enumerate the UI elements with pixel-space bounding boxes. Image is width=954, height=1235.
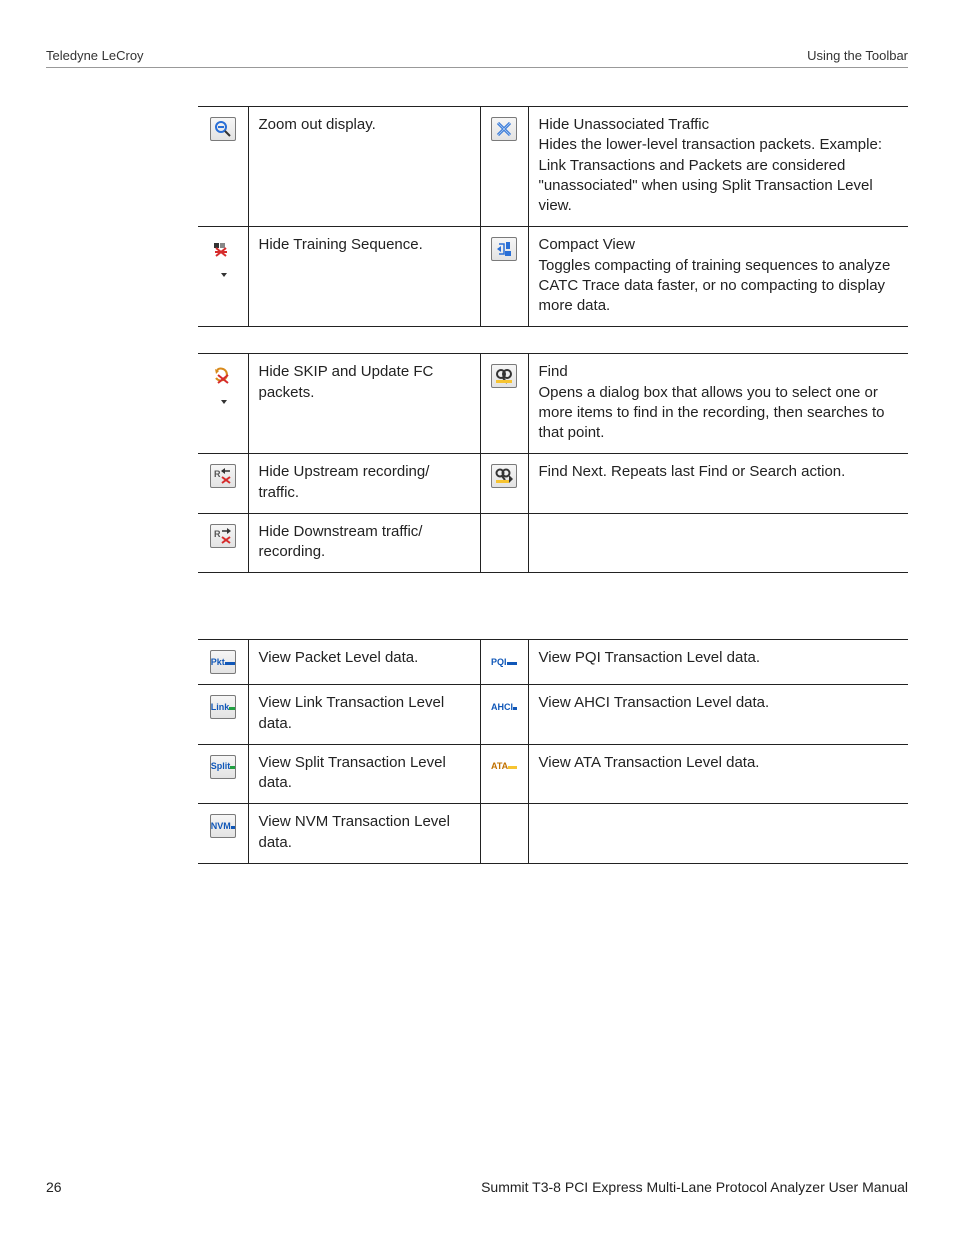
t2-descB-1: Find Next. Repeats last Find or Search a…: [528, 454, 908, 514]
t3-descA-2: View Split Transaction Level data.: [248, 744, 480, 804]
t1-iconB-1: [491, 237, 517, 261]
t1-iconB-0: [491, 117, 517, 141]
toolbar-table-1: Zoom out display. Hide Unassociated Traf…: [198, 106, 908, 327]
header-right: Using the Toolbar: [807, 48, 908, 63]
table-row: Hide SKIP and Update FC packets. FindOpe…: [198, 354, 908, 454]
t1-descA-0: Zoom out display.: [248, 107, 480, 227]
t2-descB-2: [528, 513, 908, 573]
t3-descB-1: View AHCI Transaction Level data.: [528, 685, 908, 745]
t3-iconB-2: ATA: [491, 755, 517, 779]
table-row: Split View Split Transaction Level data.…: [198, 744, 908, 804]
svg-text:R: R: [214, 469, 221, 479]
t3-iconA-0: Pkt: [210, 650, 236, 674]
t3-descA-3: View NVM Transaction Level data.: [248, 804, 480, 864]
toolbar-table-2: Hide SKIP and Update FC packets. FindOpe…: [198, 353, 908, 573]
t1-descB-0: Hide Unassociated TrafficHides the lower…: [528, 107, 908, 227]
page-header: Teledyne LeCroy Using the Toolbar: [46, 48, 908, 68]
t3-descA-1: View Link Transaction Level data.: [248, 685, 480, 745]
table-row: R Hide Downstream traffic/ recording.: [198, 513, 908, 573]
t3-descB-3: [528, 804, 908, 864]
t1-descA-1: Hide Training Sequence.: [248, 227, 480, 327]
table-row: Zoom out display. Hide Unassociated Traf…: [198, 107, 908, 227]
svg-text:R: R: [214, 529, 221, 539]
t2-iconB-1: [491, 464, 517, 488]
t2-descA-0: Hide SKIP and Update FC packets.: [248, 354, 480, 454]
page-number: 26: [46, 1179, 62, 1195]
t2-iconB-0: [491, 364, 517, 388]
t2-descA-1: Hide Upstream recording/ traffic.: [248, 454, 480, 514]
t1-iconA-1: [210, 237, 236, 261]
t3-iconA-2: Split: [210, 755, 236, 779]
table-row: Hide Training Sequence. Compact ViewTogg…: [198, 227, 908, 327]
t2-iconA-2: R: [210, 524, 236, 548]
t1-iconA-0: [210, 117, 236, 141]
t2-iconA-1: R: [210, 464, 236, 488]
t3-descB-2: View ATA Transaction Level data.: [528, 744, 908, 804]
t3-iconB-1: AHCI: [491, 695, 517, 719]
page: Teledyne LeCroy Using the Toolbar Zoom o…: [0, 0, 954, 1235]
table-row: Pkt View Packet Level data. PQI View PQI…: [198, 640, 908, 685]
footer-title: Summit T3-8 PCI Express Multi-Lane Proto…: [481, 1179, 908, 1195]
t1-descB-1: Compact ViewToggles compacting of traini…: [528, 227, 908, 327]
table-row: Link View Link Transaction Level data. A…: [198, 685, 908, 745]
table-row: R Hide Upstream recording/ traffic. Find…: [198, 454, 908, 514]
t2-iconA-0: [210, 364, 236, 388]
t3-iconA-1: Link: [210, 695, 236, 719]
page-footer: 26 Summit T3-8 PCI Express Multi-Lane Pr…: [46, 1179, 908, 1195]
t2-descB-0: FindOpens a dialog box that allows you t…: [528, 354, 908, 454]
t2-descA-2: Hide Downstream traffic/ recording.: [248, 513, 480, 573]
t3-iconA-3: NVM: [210, 814, 236, 838]
t3-descA-0: View Packet Level data.: [248, 640, 480, 685]
table-row: NVM View NVM Transaction Level data.: [198, 804, 908, 864]
t3-iconB-0: PQI: [491, 650, 517, 674]
header-left: Teledyne LeCroy: [46, 48, 144, 63]
t3-descB-0: View PQI Transaction Level data.: [528, 640, 908, 685]
toolbar-table-3: Pkt View Packet Level data. PQI View PQI…: [198, 639, 908, 864]
